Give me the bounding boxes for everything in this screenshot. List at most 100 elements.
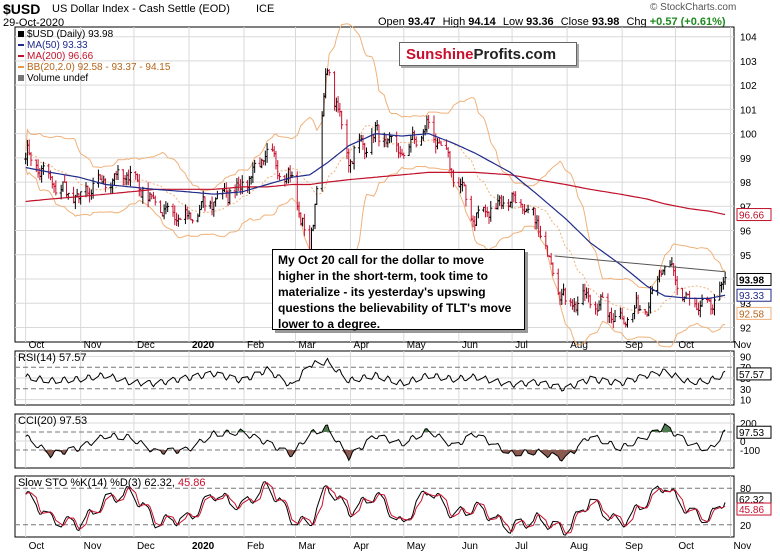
ma50-line bbox=[25, 132, 726, 299]
x-tick-label-top: May bbox=[407, 340, 426, 351]
sto-k-line bbox=[25, 481, 726, 536]
price-y-tick-label: 97 bbox=[740, 202, 752, 213]
price-y-tick-label: 98 bbox=[740, 178, 752, 189]
x-tick-label-bottom: Mar bbox=[298, 541, 316, 552]
trend-line bbox=[554, 255, 726, 273]
low-value: 93.36 bbox=[526, 16, 554, 28]
x-tick-label-top: Aug bbox=[570, 340, 588, 351]
price-y-tick-label: 101 bbox=[740, 105, 757, 116]
ohlc-bar bbox=[538, 225, 542, 239]
ohlc-bar bbox=[613, 309, 617, 323]
ohlc-bar bbox=[41, 161, 45, 175]
rsi-value-tag: 57.57 bbox=[739, 370, 764, 381]
ohlc-bar bbox=[66, 192, 70, 200]
sto-d-line bbox=[25, 482, 726, 534]
x-tick-label-bottom: Aug bbox=[570, 541, 588, 552]
sto-k-value-tag: 62.32 bbox=[739, 495, 764, 506]
change-value: +0.57 (+0.61%) bbox=[649, 16, 726, 28]
ohlc-bar bbox=[439, 140, 443, 146]
ohlc-summary: Open 93.47 High 94.14 Low 93.36 Close 93… bbox=[378, 16, 726, 28]
price-y-tick-label: 95 bbox=[740, 251, 752, 262]
sto-panel-frame bbox=[14, 475, 735, 538]
cci-line bbox=[25, 423, 726, 462]
legend-price: $USD (Daily) 93.98 bbox=[18, 29, 170, 40]
cci-oversold-fill bbox=[25, 441, 726, 461]
ohlc-bar bbox=[663, 265, 667, 276]
sto-d-value-tag: 45.86 bbox=[739, 505, 764, 516]
legend-volume: Volume undef bbox=[18, 73, 170, 84]
rsi-y-tick-label: 10 bbox=[740, 396, 752, 407]
ohlc-bar bbox=[191, 219, 195, 224]
price-y-tick-label: 96 bbox=[740, 227, 752, 238]
ohlc-bar bbox=[389, 135, 393, 143]
ohlc-bar bbox=[340, 110, 344, 130]
ohlc-bar bbox=[563, 287, 567, 305]
ohlc-bar bbox=[414, 136, 418, 148]
bb-lower-line bbox=[25, 165, 726, 348]
high-label: High bbox=[442, 16, 466, 28]
x-tick-label-top: Mar bbox=[298, 340, 316, 351]
open-label: Open bbox=[378, 16, 405, 28]
rsi-line bbox=[25, 357, 726, 392]
ohlc-bar bbox=[476, 205, 480, 219]
x-tick-label-bottom: Nov bbox=[84, 541, 102, 552]
ma50-tag-box bbox=[736, 288, 772, 302]
ohlc-bar bbox=[526, 204, 530, 214]
ohlc-bar bbox=[601, 292, 605, 298]
legend: $USD (Daily) 93.98 MA(50) 93.33 MA(200) … bbox=[18, 29, 170, 84]
ohlc-bar bbox=[116, 165, 120, 181]
ma200-tag: 96.66 bbox=[739, 211, 764, 222]
close-tag-box bbox=[736, 272, 772, 286]
x-tick-label-top: Oct bbox=[678, 340, 694, 351]
ohlc-bar bbox=[29, 152, 33, 166]
ohlc-bar bbox=[253, 159, 257, 173]
x-tick-label-top: Dec bbox=[137, 340, 155, 351]
price-y-tick-label: 99 bbox=[740, 154, 752, 165]
ohlc-bar bbox=[327, 69, 331, 76]
ma50-tag: 93.33 bbox=[739, 291, 764, 302]
chart-date: 29-Oct-2020 bbox=[3, 17, 65, 29]
legend-ma50: MA(50) 93.33 bbox=[18, 40, 170, 51]
ohlc-bar bbox=[240, 175, 244, 195]
rsi-value-box bbox=[736, 367, 772, 381]
ohlc-bar bbox=[104, 178, 108, 193]
close-label: Close bbox=[560, 16, 589, 28]
rsi-y-tick-label: 90 bbox=[740, 352, 752, 363]
ohlc-bar bbox=[576, 296, 580, 316]
x-tick-label-bottom: Apr bbox=[354, 541, 370, 552]
sunshine-profits-logo: SunshineProfits.com bbox=[399, 42, 577, 66]
ohlc-bar bbox=[675, 275, 679, 296]
ohlc-bar bbox=[352, 145, 356, 170]
price-y-tick-label: 102 bbox=[740, 81, 757, 92]
sto-label: Slow STO %K(14) %D(3) 62.32, 45.86 bbox=[18, 477, 206, 489]
price-y-tick-label: 103 bbox=[740, 57, 757, 68]
low-label: Low bbox=[502, 16, 524, 28]
x-tick-label-bottom: Jul bbox=[515, 541, 528, 552]
ohlc-bar bbox=[489, 200, 493, 222]
change-label: Chg bbox=[626, 16, 647, 28]
ohlc-bar bbox=[464, 184, 468, 207]
ohlc-bar bbox=[228, 188, 232, 205]
x-tick-label-bottom: Feb bbox=[247, 541, 265, 552]
ohlc-bar bbox=[365, 147, 369, 158]
sto-d-value-box bbox=[736, 502, 772, 516]
x-tick-label-bottom: Oct bbox=[678, 541, 694, 552]
x-tick-label-top: Sep bbox=[625, 340, 643, 351]
cci-label: CCI(20) 97.53 bbox=[18, 415, 88, 427]
price-y-tick-label: 104 bbox=[740, 33, 757, 44]
close-value: 93.98 bbox=[591, 16, 620, 28]
ohlc-bar bbox=[203, 196, 207, 212]
x-tick-label-top: Jul bbox=[515, 340, 528, 351]
ohlc-bar bbox=[278, 172, 282, 181]
ohlc-bar bbox=[166, 202, 170, 213]
cci-y-tick-label: 0 bbox=[740, 437, 746, 448]
ohlc-bar bbox=[402, 152, 406, 159]
price-y-tick-label: 100 bbox=[740, 130, 757, 141]
annotation-box: My Oct 20 call for the dollar to move hi… bbox=[272, 249, 525, 331]
bb-lower-tag-box bbox=[736, 306, 772, 320]
ma200-tag-box bbox=[736, 208, 772, 222]
ohlc-bar bbox=[501, 195, 505, 209]
x-tick-label-bottom: 2020 bbox=[192, 541, 215, 552]
